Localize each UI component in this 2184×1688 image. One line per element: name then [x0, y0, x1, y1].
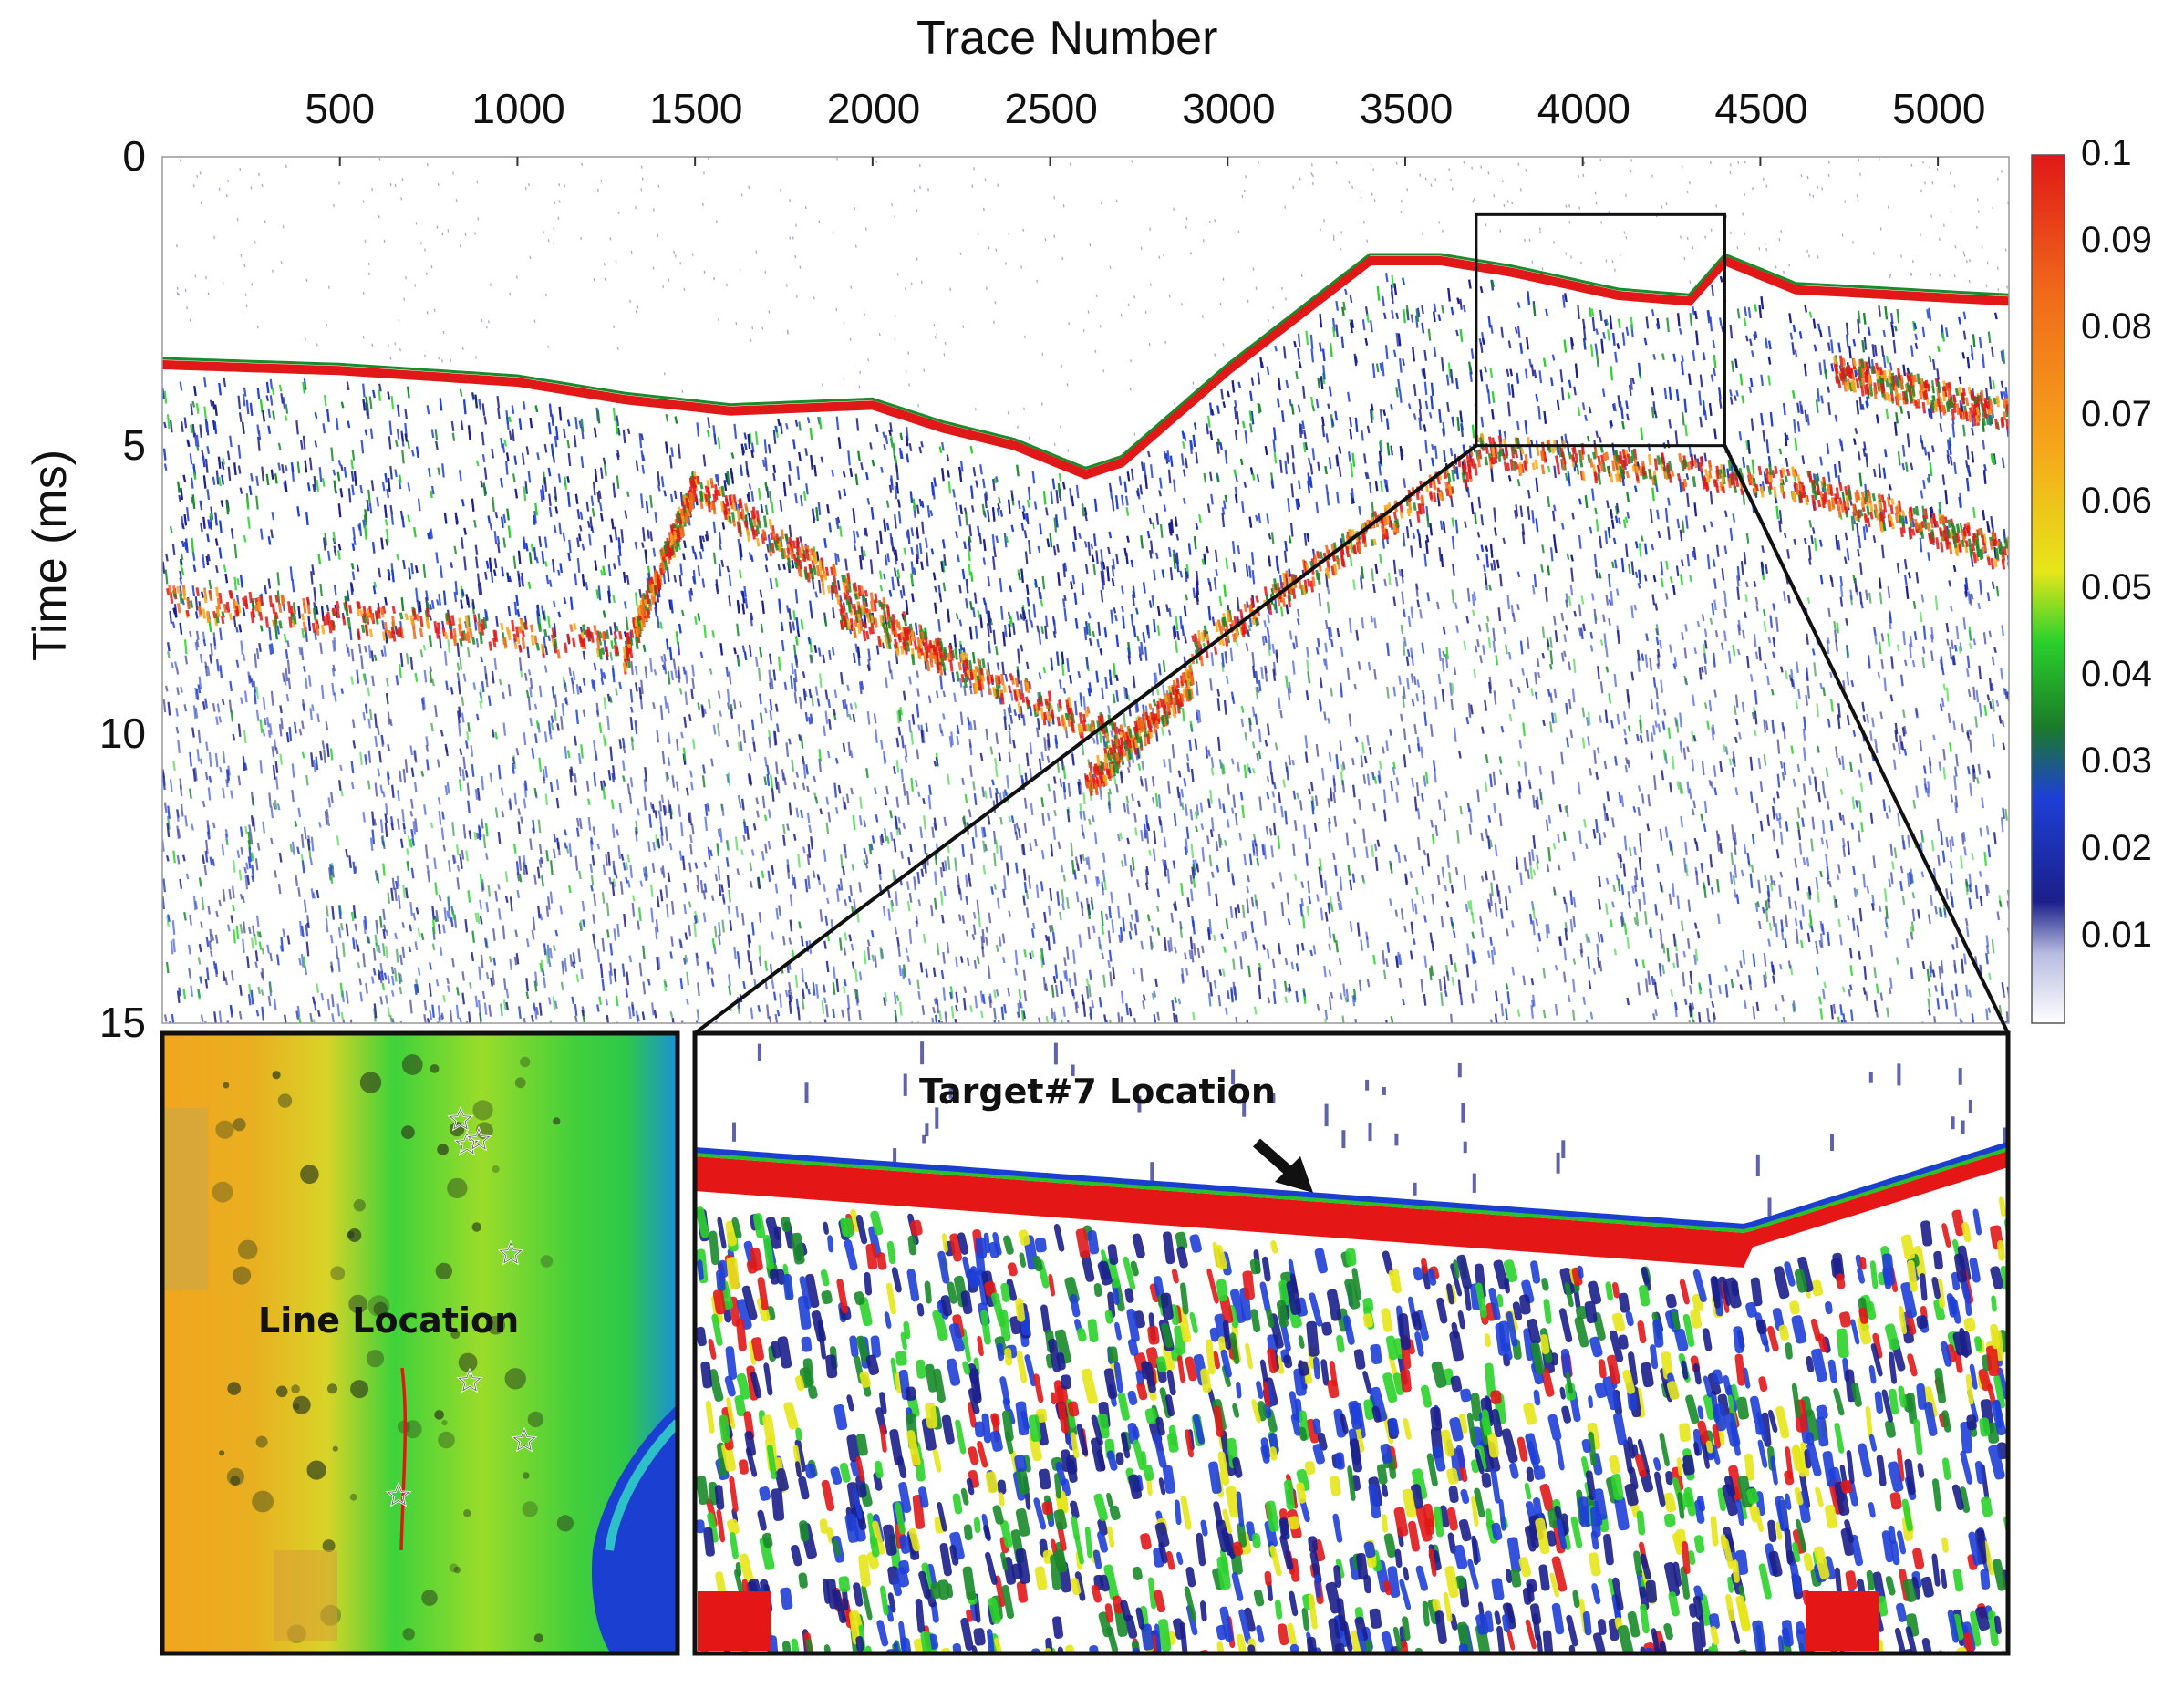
- target-location-label: Target#7 Location: [919, 1072, 1276, 1112]
- colorbar-tick-label: 0.01: [2081, 914, 2152, 955]
- zoom-connector-left: [693, 444, 1478, 1035]
- zoom-box: [1475, 212, 1726, 448]
- line-location-label: Line Location: [258, 1300, 520, 1341]
- inset-zoom: [692, 1030, 2011, 1656]
- colorbar-tick-label: 0.05: [2081, 567, 2152, 607]
- colorbar: [2031, 154, 2065, 1024]
- x-tick-label: 1500: [649, 85, 743, 132]
- y-tick-label: 5: [122, 420, 146, 469]
- x-axis-title: Trace Number: [916, 12, 1218, 65]
- colorbar-tick-label: 0.08: [2081, 306, 2152, 347]
- colorbar-tick-label: 0.03: [2081, 740, 2152, 782]
- x-tick-label: 2000: [826, 85, 921, 132]
- y-tick-label: 15: [98, 999, 146, 1046]
- x-tick-label: 2500: [1004, 85, 1098, 132]
- colorbar-tick-label: 0.07: [2081, 393, 2152, 434]
- plot-frame: [161, 156, 2010, 1024]
- colorbar-tick-label: 0.1: [2081, 133, 2132, 173]
- x-tick-label: 500: [305, 85, 376, 132]
- x-tick-label: 5000: [1892, 85, 1986, 132]
- x-tick-label: 4000: [1537, 85, 1631, 132]
- colorbar-tick-label: 0.02: [2081, 827, 2152, 868]
- y-tick-label: 0: [122, 132, 146, 180]
- x-tick-label: 3000: [1182, 85, 1276, 132]
- target-arrow: [1253, 1138, 1313, 1193]
- plot-area: [162, 157, 2009, 1023]
- x-tick-label: 4500: [1714, 85, 1808, 132]
- zoom-connector-right: [1723, 444, 2010, 1034]
- colorbar-tick-label: 0.09: [2081, 220, 2152, 261]
- colorbar-tick-label: 0.04: [2081, 654, 2152, 695]
- inset-map: [160, 1030, 680, 1656]
- seabed-reflector: [162, 255, 2009, 480]
- y-tick-label: 10: [98, 709, 146, 758]
- x-tick-label: 3500: [1359, 85, 1454, 132]
- colorbar-tick-label: 0.06: [2081, 480, 2152, 521]
- seabed-reflector-edge: [162, 253, 2009, 470]
- seismic-noise: [162, 157, 2009, 1023]
- tick-marks: [338, 157, 1940, 166]
- x-tick-label: 1000: [471, 85, 565, 132]
